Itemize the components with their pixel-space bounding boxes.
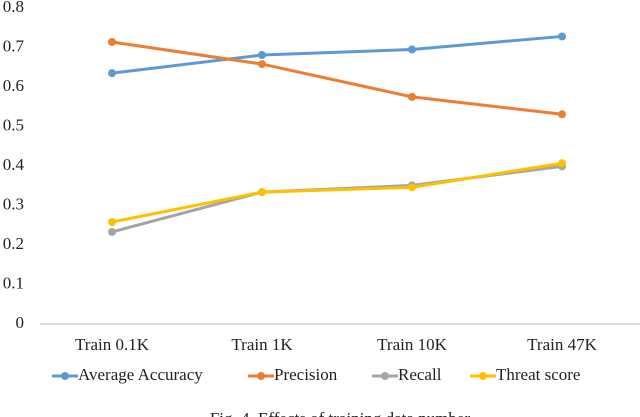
point	[108, 69, 116, 78]
y-tick-label: 0.4	[3, 155, 25, 174]
point	[108, 218, 116, 227]
point	[108, 227, 116, 236]
series-line	[111, 164, 563, 234]
y-tick-label: 0.3	[3, 194, 24, 213]
legend-label: Precision	[274, 365, 338, 384]
y-tick-label: 0.6	[3, 76, 24, 95]
point	[558, 159, 566, 168]
point	[408, 45, 416, 54]
x-tick-label: Train 47K	[527, 335, 597, 354]
y-tick-label: 0.1	[3, 273, 24, 292]
y-tick-label: 0.5	[3, 115, 24, 134]
x-tick-label: Train 0.1K	[75, 335, 150, 354]
y-tick-label: 0.8	[3, 0, 24, 16]
point	[258, 188, 266, 197]
series-line	[111, 40, 563, 116]
point	[258, 51, 266, 60]
x-tick-label: Train 10K	[377, 335, 447, 354]
legend-marker	[479, 372, 487, 380]
point	[558, 110, 566, 119]
series-line	[111, 34, 563, 75]
point	[558, 32, 566, 41]
legend-label: Recall	[398, 365, 442, 384]
caption: Fig. 4. Effects of training data number	[210, 409, 471, 417]
y-tick-label: 0.2	[3, 234, 24, 253]
legend-label: Average Accuracy	[78, 365, 203, 384]
y-tick-label: 0.7	[3, 36, 25, 55]
legend-marker	[257, 372, 265, 380]
point	[408, 92, 416, 101]
point	[258, 60, 266, 69]
series-line	[111, 161, 563, 224]
x-tick-label: Train 1K	[231, 335, 293, 354]
legend-marker	[381, 372, 389, 380]
point	[408, 183, 416, 192]
point	[108, 37, 116, 46]
legend-label: Threat score	[496, 365, 580, 384]
legend-marker	[61, 372, 69, 380]
y-tick-label: 0	[16, 313, 25, 332]
